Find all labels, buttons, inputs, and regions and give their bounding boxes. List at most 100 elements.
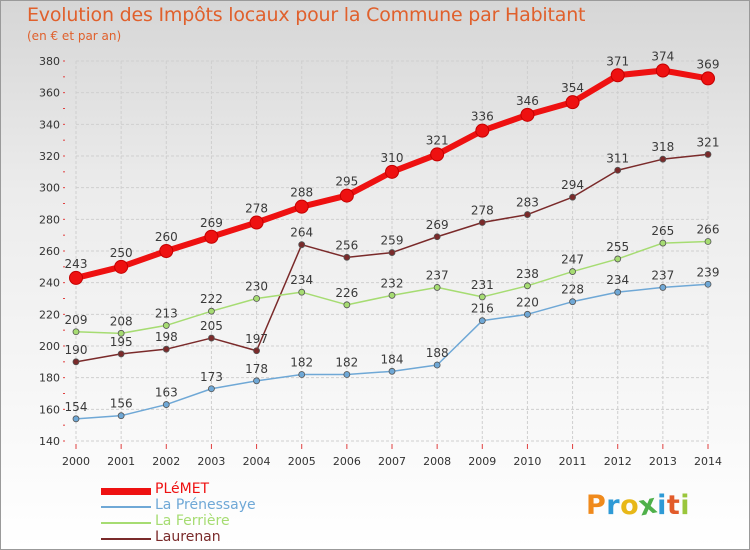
legend-item: PLéMET [101, 481, 361, 499]
x-tick-label: 2007 [378, 455, 406, 468]
legend-item: La Ferrière [101, 513, 361, 531]
x-tick-label: 2008 [423, 455, 451, 468]
data-label: 232 [381, 276, 404, 290]
data-point [569, 193, 576, 201]
data-label: 247 [561, 253, 584, 267]
data-point [659, 155, 667, 163]
data-label: 269 [200, 216, 223, 230]
data-point [475, 123, 490, 138]
data-label: 354 [561, 81, 584, 95]
x-tick-label: 2001 [107, 455, 135, 468]
data-label: 294 [561, 178, 584, 192]
data-point [294, 199, 309, 214]
data-point [162, 345, 170, 353]
y-tick-label: 360 [39, 87, 60, 100]
data-point [704, 280, 712, 288]
data-label: 250 [110, 246, 133, 260]
y-tick-label: 200 [39, 340, 60, 353]
data-point [117, 350, 125, 358]
data-point [343, 253, 351, 261]
x-tick-label: 2011 [559, 455, 587, 468]
y-tick-label: 320 [39, 150, 60, 163]
data-point [339, 188, 354, 203]
data-point [478, 317, 486, 325]
data-label: 243 [65, 257, 88, 271]
legend-swatch [101, 538, 151, 540]
data-point [208, 307, 215, 315]
y-tick-label: 180 [39, 372, 60, 385]
logo-letter: o [620, 490, 640, 521]
data-point [433, 233, 441, 241]
x-tick-label: 2002 [152, 455, 180, 468]
data-point [704, 238, 712, 245]
data-label: 213 [155, 306, 178, 320]
data-label: 154 [65, 400, 88, 414]
data-point [524, 310, 531, 318]
y-tick-label: 220 [39, 308, 60, 321]
data-point [204, 229, 219, 244]
axes: 140 160 180 200 220 240 260 280 300 320 340 360 380 2… [39, 55, 722, 468]
grid-lines [75, 60, 709, 442]
data-point [701, 71, 715, 86]
data-label: 256 [335, 238, 358, 252]
x-tick-label: 2000 [62, 455, 90, 468]
data-label: 238 [516, 267, 539, 281]
data-label: 318 [651, 140, 674, 154]
data-label: 321 [426, 133, 449, 147]
x-tick-label: 2013 [649, 455, 677, 468]
data-point [614, 166, 622, 174]
data-point [208, 334, 215, 342]
data-point [610, 68, 625, 83]
data-point [433, 361, 441, 369]
y-tick-label: 160 [39, 403, 60, 416]
data-label: 182 [290, 356, 313, 370]
data-point [520, 107, 535, 122]
series-lines [69, 63, 715, 423]
logo-letter: r [606, 490, 621, 521]
data-label: 346 [516, 94, 539, 108]
data-label: 216 [471, 302, 494, 316]
data-label: 237 [651, 268, 674, 282]
legend-swatch [101, 522, 151, 524]
data-label: 205 [200, 319, 223, 333]
y-tick-label: 140 [39, 435, 60, 448]
data-point [524, 282, 531, 290]
data-label: 226 [335, 286, 358, 300]
data-point [569, 298, 576, 306]
data-point [253, 347, 260, 355]
data-label: 188 [426, 346, 449, 360]
data-label: 220 [516, 295, 539, 309]
data-label: 190 [65, 343, 88, 357]
data-label: 231 [471, 278, 494, 292]
data-label: 265 [651, 224, 674, 238]
data-label: 197 [245, 332, 268, 346]
y-tick-label: 340 [39, 118, 60, 131]
data-point [298, 288, 306, 296]
data-point [343, 301, 351, 309]
y-tick-label: 240 [39, 277, 60, 290]
x-tick-label: 2005 [288, 455, 316, 468]
data-point [478, 293, 486, 301]
logo-letter: t [666, 490, 681, 521]
legend-item: Laurenan [101, 529, 361, 547]
data-label: 371 [606, 54, 629, 68]
data-label: 234 [290, 273, 313, 287]
data-label: 209 [65, 313, 88, 327]
data-point [69, 270, 83, 285]
data-label: 230 [245, 280, 268, 294]
legend-label: Laurenan [155, 529, 221, 545]
data-label: 264 [290, 226, 313, 240]
data-point [385, 164, 399, 179]
x-tick-label: 2014 [694, 455, 722, 468]
data-point [253, 377, 260, 385]
data-label: 283 [516, 196, 539, 210]
x-tick-label: 2009 [468, 455, 496, 468]
legend-label: La Ferrière [155, 513, 230, 529]
data-label: 311 [606, 151, 629, 165]
data-label: 237 [426, 268, 449, 282]
data-label: 266 [697, 223, 720, 237]
data-point [162, 322, 170, 329]
legend-swatch [101, 506, 151, 508]
data-point [659, 239, 667, 247]
